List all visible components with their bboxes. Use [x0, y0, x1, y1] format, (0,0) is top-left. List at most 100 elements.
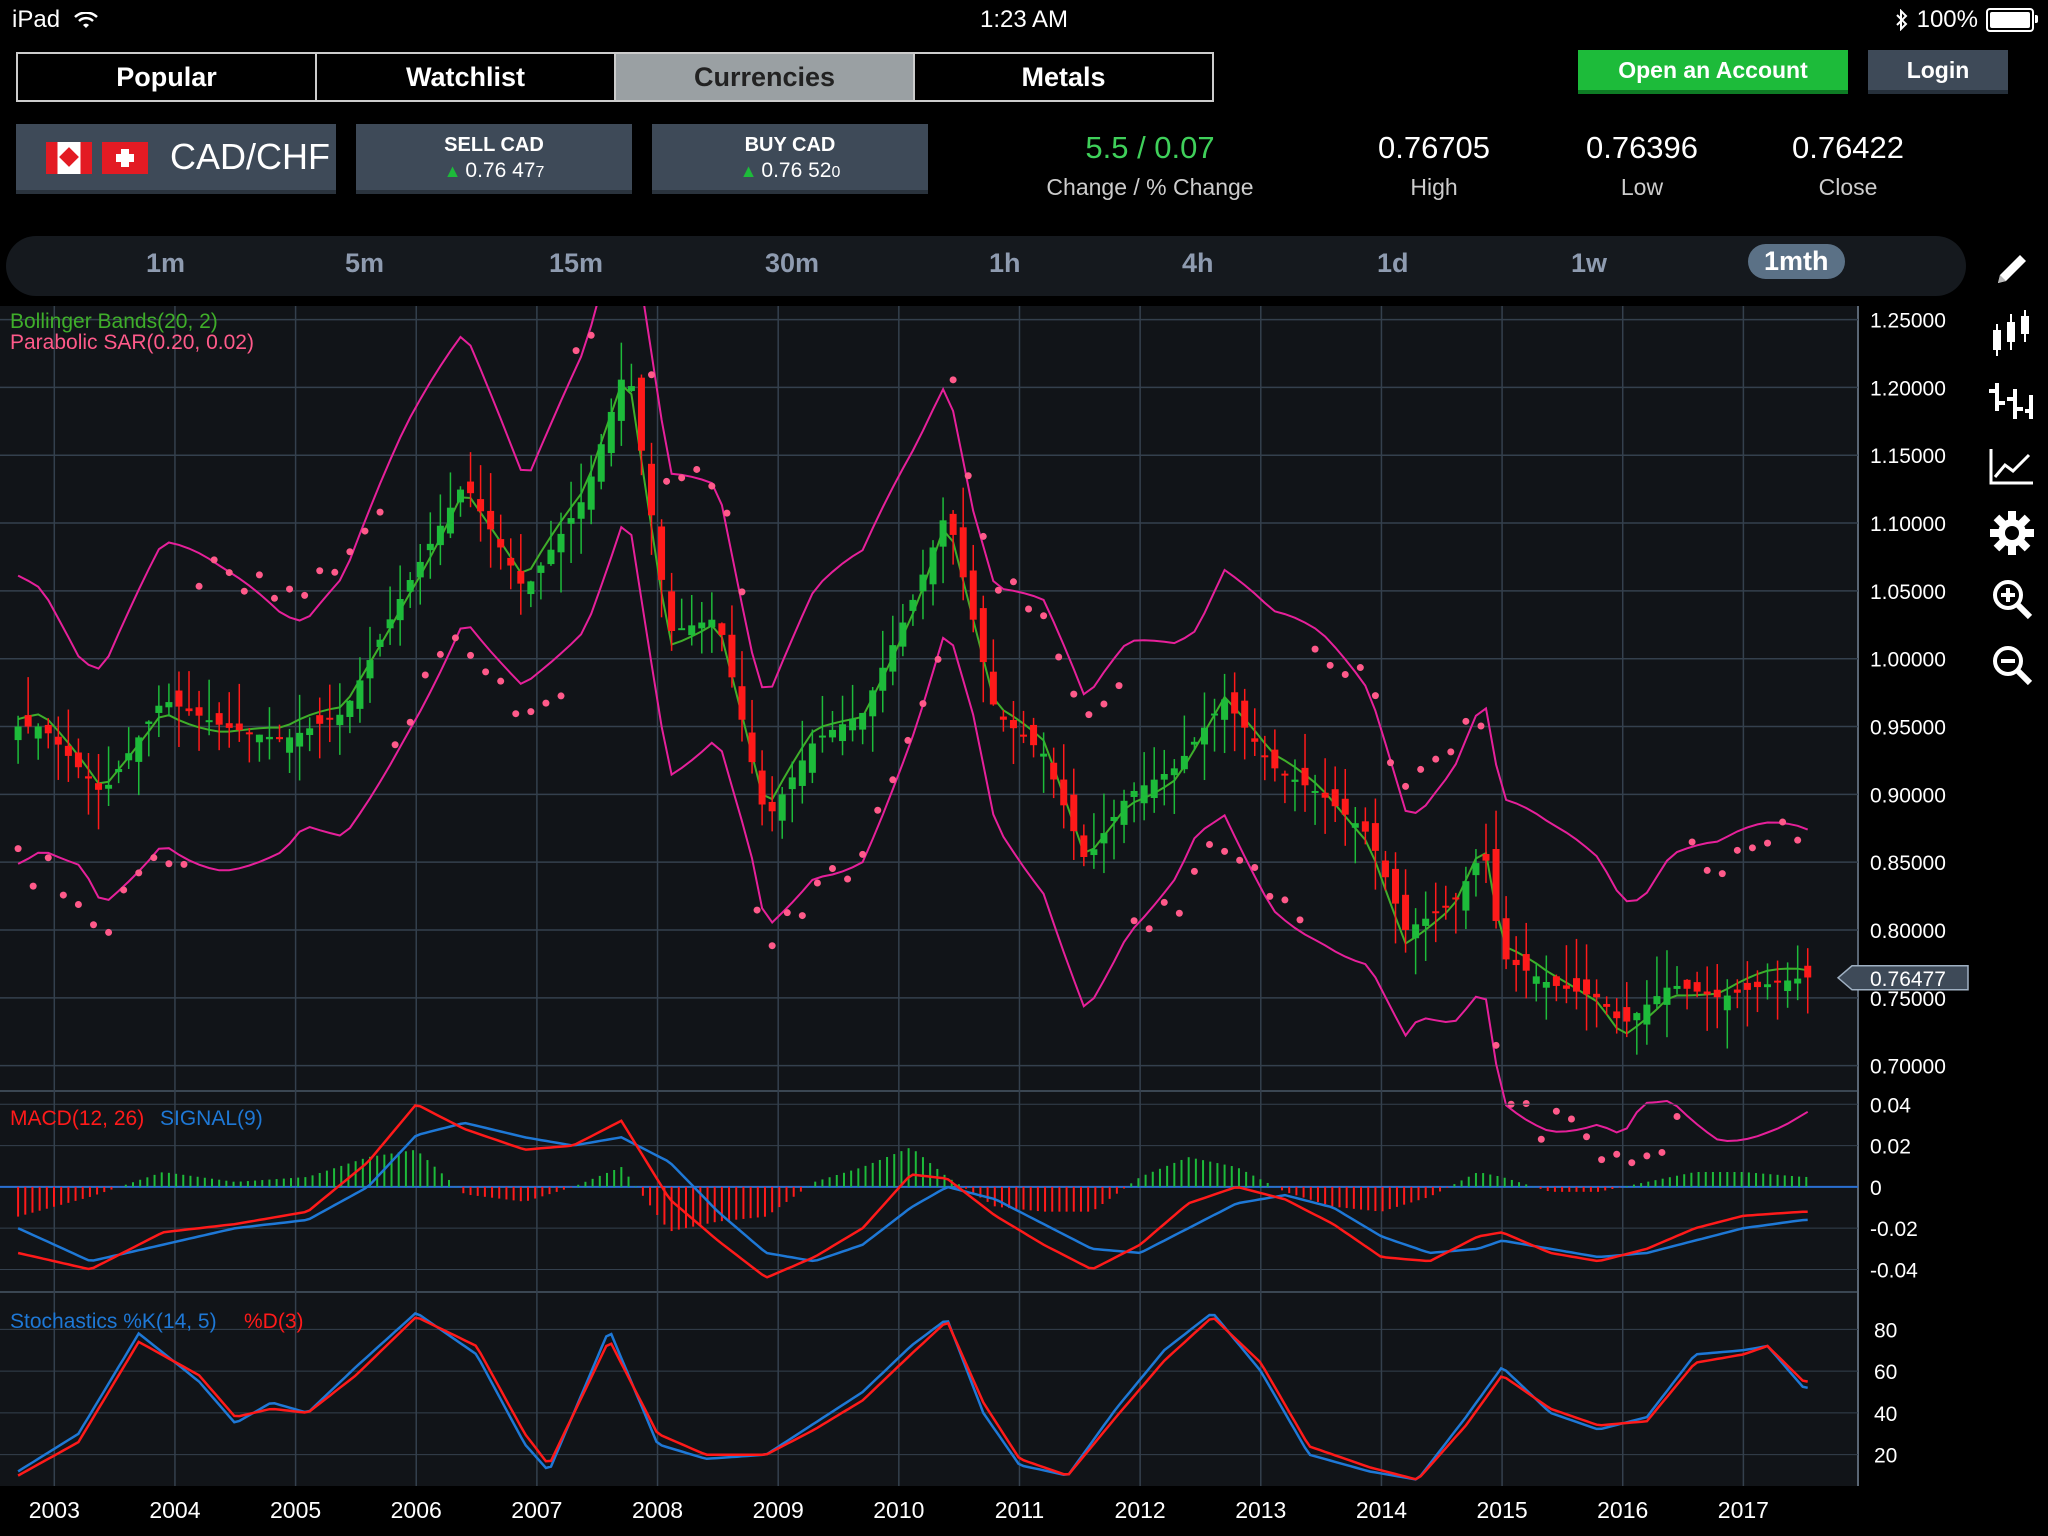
battery-percent: 100% [1916, 6, 1978, 33]
x-tick-label: 2013 [1235, 1497, 1286, 1523]
parabolic-sar-dot [165, 860, 173, 868]
stochastics-d-legend: %D(3) [244, 1310, 304, 1333]
candle-body [1583, 979, 1591, 995]
candle-body [1663, 987, 1671, 1005]
candle-body [155, 705, 163, 713]
candle-body [1311, 790, 1319, 793]
macd-tick-label: -0.04 [1870, 1259, 1918, 1282]
candle-body [828, 729, 836, 738]
candle-body [949, 513, 957, 535]
candle-body [1593, 993, 1601, 998]
parabolic-sar-dot [1552, 1107, 1560, 1115]
period-1h[interactable]: 1h [989, 248, 1021, 278]
sell-button[interactable]: SELL CAD ▲ 0.76 477 [356, 124, 632, 194]
candle-body [577, 502, 585, 519]
period-4h[interactable]: 4h [1182, 248, 1214, 278]
period-1w[interactable]: 1w [1571, 248, 1608, 278]
macd-tick-label: 0.04 [1870, 1094, 1911, 1117]
close-value: 0.76422 [1791, 130, 1905, 165]
candle-body [1140, 785, 1148, 804]
candle-body [1462, 881, 1470, 911]
period-1m[interactable]: 1m [146, 248, 186, 278]
close-label: Close [1818, 174, 1878, 200]
buy-button[interactable]: BUY CAD ▲ 0.76 520 [652, 124, 928, 194]
candle-body [1693, 982, 1701, 992]
candle-body [446, 507, 454, 534]
pencil-icon[interactable] [1976, 236, 2048, 302]
y-tick-label: 1.15000 [1870, 445, 1946, 468]
parabolic-sar-dot [708, 482, 716, 490]
candle-body [728, 634, 736, 678]
candle-body [24, 715, 32, 727]
parabolic-sar-dot [1070, 690, 1078, 698]
candle-body [818, 735, 826, 738]
parabolic-sar-dot [180, 860, 188, 868]
parabolic-sar-dot [406, 718, 414, 726]
instrument-selector[interactable]: CAD/CHF [16, 124, 336, 194]
chart-toolbar [1976, 236, 2048, 698]
chart-background [0, 306, 1858, 1486]
tab-popular[interactable]: Popular [18, 54, 317, 100]
candle-body [326, 717, 334, 720]
candle-body [1080, 835, 1088, 858]
parabolic-sar-dot [753, 906, 761, 914]
y-tick-label: 1.10000 [1870, 513, 1946, 536]
candle-body [1281, 773, 1289, 776]
x-tick-label: 2010 [873, 1497, 924, 1523]
parabolic-sar-dot [1598, 1156, 1606, 1164]
ohlc-bar-icon[interactable] [1976, 368, 2048, 434]
bollinger-upper-band [17, 306, 1809, 903]
stochastics-tick-label: 40 [1874, 1403, 1897, 1426]
candle-body [889, 645, 897, 672]
battery-icon [1986, 8, 2038, 32]
close-stat: 0.76422 Close [1768, 130, 1928, 201]
candle-body [336, 714, 344, 726]
candle-body [436, 525, 444, 546]
parabolic-sar-dot [1462, 717, 1470, 725]
zoom-out-icon[interactable] [1976, 632, 2048, 698]
sar-legend: Parabolic SAR(0.20, 0.02) [10, 331, 254, 354]
zoom-in-icon[interactable] [1976, 566, 2048, 632]
price-chart-area[interactable]: 1.25000 1.20000 1.15000 1.10000 1.05000 1.000… [0, 306, 1972, 1536]
line-chart-icon[interactable] [1976, 434, 2048, 500]
parabolic-sar-dot [527, 708, 535, 716]
period-1d[interactable]: 1d [1377, 248, 1409, 278]
macd-tick-label: -0.02 [1870, 1218, 1918, 1241]
candlestick-icon[interactable] [1976, 302, 2048, 368]
login-button[interactable]: Login [1868, 50, 2008, 94]
candle-body [296, 732, 304, 747]
sell-label: SELL CAD [444, 134, 544, 156]
candle-body [1623, 1007, 1631, 1022]
candle-body [1532, 976, 1540, 984]
candle-body [1633, 1013, 1641, 1021]
candle-body [547, 549, 555, 565]
parabolic-sar-dot [255, 571, 263, 579]
open-account-button[interactable]: Open an Account [1578, 50, 1848, 94]
candle-body [1231, 692, 1239, 714]
parabolic-sar-dot [1477, 722, 1485, 730]
period-5m[interactable]: 5m [345, 248, 385, 278]
candle-body [1150, 779, 1158, 799]
period-1mth[interactable]: 1mth [1748, 244, 1845, 279]
parabolic-sar-dot [90, 921, 98, 929]
candle-body [1020, 734, 1028, 737]
tab-watchlist[interactable]: Watchlist [317, 54, 616, 100]
candle-body [1492, 849, 1500, 921]
parabolic-sar-dot [1040, 612, 1048, 620]
candle-body [1371, 823, 1379, 851]
period-30m[interactable]: 30m [765, 248, 820, 278]
parabolic-sar-dot [1537, 1135, 1545, 1143]
tab-metals[interactable]: Metals [915, 54, 1212, 100]
candle-body [1160, 774, 1168, 780]
gear-icon[interactable] [1976, 500, 2048, 566]
parabolic-sar-dot [1703, 866, 1711, 874]
candle-body [899, 622, 907, 647]
wifi-icon [73, 11, 98, 28]
candle-body [467, 481, 475, 494]
period-15m[interactable]: 15m [549, 248, 604, 278]
parabolic-sar-dot [844, 875, 852, 883]
tab-currencies[interactable]: Currencies [616, 54, 915, 100]
high-value: 0.76705 [1377, 130, 1491, 165]
parabolic-sar-dot [421, 671, 429, 679]
candle-body [487, 510, 495, 530]
